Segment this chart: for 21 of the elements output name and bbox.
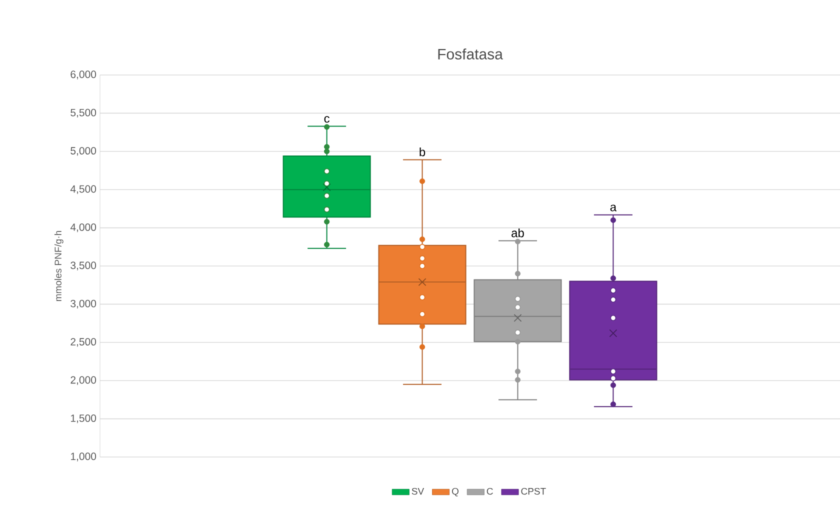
y-tick-label: 3,000 (70, 300, 96, 309)
chart-title: Fosfatasa (438, 48, 503, 60)
legend-label: C (486, 488, 493, 495)
y-tick-label: 4,000 (70, 223, 96, 232)
y-tick-label: 4,500 (70, 185, 96, 194)
y-tick-label: 1,500 (70, 414, 96, 424)
y-tick-label: 1,000 (70, 452, 96, 462)
annotation: ab (512, 228, 524, 238)
y-tick-label: 2,500 (70, 338, 96, 347)
y-tick-label: 3,500 (70, 262, 96, 270)
annotation: b (420, 147, 426, 156)
y-axis-title: mmoles PNF/g·h (54, 230, 64, 302)
y-tick-label: 5,500 (70, 108, 96, 118)
legend-label: Q (452, 488, 458, 496)
legend-label: SV (412, 488, 424, 495)
y-tick-label: 2,000 (70, 376, 96, 385)
legend-label: CPST (521, 488, 546, 495)
annotation: c (324, 116, 330, 123)
annotation: a (610, 204, 617, 212)
y-tick-label: 6,000 (70, 70, 96, 80)
y-tick-label: 5,000 (70, 147, 96, 156)
